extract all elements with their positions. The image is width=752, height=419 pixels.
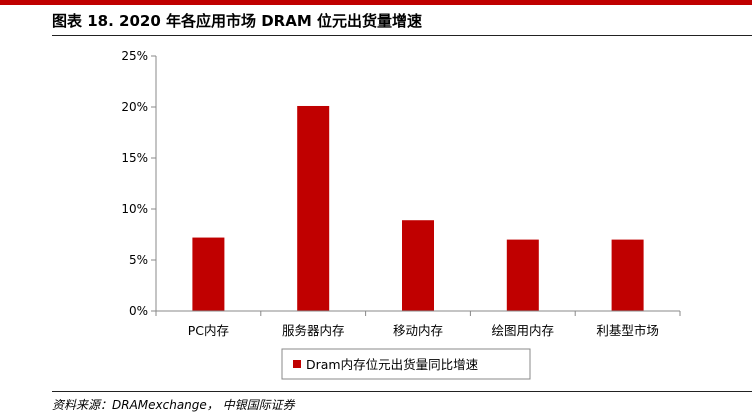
x-axis-ticks	[155, 311, 681, 316]
bar-2	[402, 220, 434, 311]
y-tick-label: 0%	[129, 304, 148, 318]
bar-3	[506, 239, 539, 311]
title-divider	[52, 35, 752, 36]
y-axis-ticks	[151, 55, 156, 312]
x-axis-labels: PC内存 服务器内存 移动内存 绘图用内存 利基型市场	[188, 323, 659, 338]
figure-title: 图表 18. 2020 年各应用市场 DRAM 位元出货量增速	[52, 12, 422, 30]
bar-4	[611, 239, 644, 311]
y-tick-label: 25%	[121, 49, 148, 63]
source-note: 资料来源：DRAMexchange， 中银国际证券	[52, 398, 295, 412]
category-label: 移动内存	[393, 323, 443, 338]
footer-divider	[52, 391, 752, 392]
bar-1	[297, 105, 330, 311]
legend-box	[281, 348, 531, 380]
category-label: 绘图用内存	[492, 323, 555, 338]
y-axis-labels: 0% 5% 10% 15% 20% 25%	[121, 49, 148, 318]
legend-swatch	[293, 360, 301, 368]
bar-series	[192, 105, 644, 311]
category-label: PC内存	[188, 323, 229, 338]
y-tick-label: 5%	[129, 253, 148, 267]
bar-0	[192, 237, 225, 311]
y-tick-label: 10%	[121, 202, 148, 216]
legend: Dram内存位元出货量同比增速	[281, 348, 531, 380]
bar-chart: 0% 5% 10% 15% 20% 25% PC内存 服务器内存 移动内存 绘图用内存 利基型市场…	[121, 49, 681, 380]
category-label: 利基型市场	[596, 323, 659, 338]
category-label: 服务器内存	[282, 323, 345, 338]
legend-label: Dram内存位元出货量同比增速	[306, 357, 479, 372]
y-tick-label: 15%	[121, 151, 148, 165]
y-tick-label: 20%	[121, 100, 148, 114]
top-accent-bar	[0, 0, 752, 5]
